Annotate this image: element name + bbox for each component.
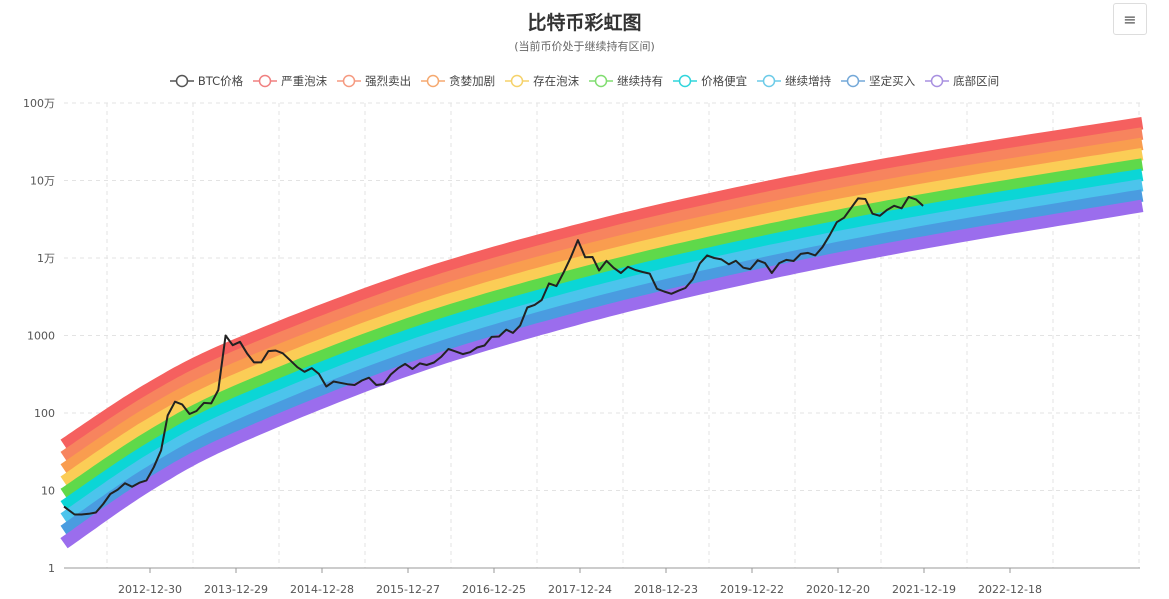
legend-label: 坚定买入 <box>869 74 916 88</box>
legend-circle-icon <box>421 74 446 88</box>
legend-circle-icon <box>589 74 614 88</box>
y-tick-label: 1 <box>48 562 55 575</box>
band-4 <box>60 147 1144 487</box>
y-tick-label: 1万 <box>37 252 55 265</box>
legend-item[interactable]: 底部区间 <box>925 73 999 89</box>
legend-circle-icon <box>337 74 362 88</box>
legend-item[interactable]: 严重泡沫 <box>253 73 327 89</box>
x-tick-label: 2012-12-30 <box>118 583 182 596</box>
legend-item[interactable]: BTC价格 <box>169 73 244 89</box>
legend-item[interactable]: 贪婪加剧 <box>421 73 495 89</box>
legend-label: BTC价格 <box>197 74 244 88</box>
legend-item[interactable]: 价格便宜 <box>673 73 747 89</box>
legend-circle-icon <box>169 74 194 88</box>
legend-label: 存在泡沫 <box>533 74 580 88</box>
y-tick-label: 1000 <box>27 330 55 343</box>
x-tick-label: 2013-12-29 <box>204 583 268 596</box>
y-tick-label: 10万 <box>30 175 55 188</box>
legend-circle-icon <box>841 74 866 88</box>
band-3 <box>60 137 1144 475</box>
legend-circle-icon <box>253 74 278 88</box>
band-2 <box>60 127 1144 463</box>
legend: BTC价格 严重泡沫 强烈卖出 贪婪加剧 存在泡沫 继续持有 价格便宜 继续增持 坚定买入 底部区… <box>0 73 1169 89</box>
y-tick-label: 100 <box>34 407 55 420</box>
hamburger-menu-icon: ≡ <box>1123 9 1137 29</box>
legend-circle-icon <box>505 74 530 88</box>
band-1 <box>60 117 1144 451</box>
x-tick-label: 2015-12-27 <box>376 583 440 596</box>
x-tick-label: 2016-12-25 <box>462 583 526 596</box>
legend-label: 强烈卖出 <box>365 74 412 88</box>
legend-item[interactable]: 坚定买入 <box>841 73 915 89</box>
x-tick-label: 2017-12-24 <box>548 583 612 596</box>
btc-price-line <box>63 196 924 516</box>
x-tick-label: 2022-12-18 <box>978 583 1042 596</box>
legend-item[interactable]: 继续增持 <box>757 73 831 89</box>
band-9 <box>60 199 1144 549</box>
legend-label: 价格便宜 <box>701 74 748 88</box>
legend-item[interactable]: 继续持有 <box>589 73 663 89</box>
x-tick-label: 2019-12-22 <box>720 583 784 596</box>
legend-label: 底部区间 <box>953 74 1000 88</box>
chart-subtitle: (当前币价处于继续持有区间) <box>514 40 655 53</box>
legend-circle-icon <box>757 74 782 88</box>
y-tick-label: 10 <box>41 485 55 498</box>
legend-item[interactable]: 强烈卖出 <box>337 73 411 89</box>
legend-label: 严重泡沫 <box>281 74 328 88</box>
legend-item[interactable]: 存在泡沫 <box>505 73 579 89</box>
legend-circle-icon <box>925 74 950 88</box>
band-8 <box>60 189 1144 537</box>
x-tick-label: 2020-12-20 <box>806 583 870 596</box>
legend-label: 贪婪加剧 <box>449 74 496 88</box>
x-tick-label: 2018-12-23 <box>634 583 698 596</box>
legend-circle-icon <box>673 74 698 88</box>
menu-button[interactable]: ≡ <box>1113 3 1147 35</box>
legend-label: 继续增持 <box>785 74 832 88</box>
chart-title: 比特币彩虹图 <box>527 12 642 34</box>
x-tick-label: 2021-12-19 <box>892 583 956 596</box>
y-tick-label: 100万 <box>23 97 55 110</box>
band-5 <box>60 158 1144 500</box>
x-tick-label: 2014-12-28 <box>290 583 354 596</box>
legend-label: 继续持有 <box>617 74 664 88</box>
band-7 <box>60 178 1144 524</box>
